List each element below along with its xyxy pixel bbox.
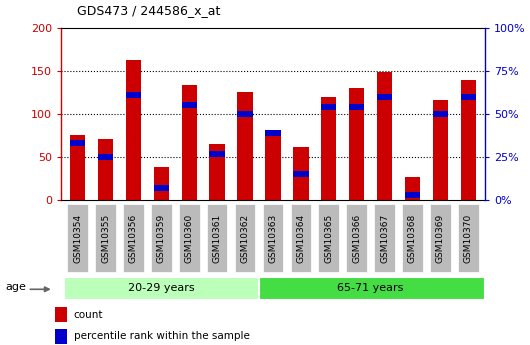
Text: GSM10367: GSM10367 bbox=[380, 214, 389, 263]
Bar bbox=[126, 92, 141, 98]
Bar bbox=[98, 154, 113, 160]
Bar bbox=[55, 307, 67, 322]
Text: GSM10356: GSM10356 bbox=[129, 214, 138, 263]
Text: GSM10355: GSM10355 bbox=[101, 214, 110, 263]
Text: GSM10362: GSM10362 bbox=[241, 214, 250, 263]
Bar bbox=[154, 185, 169, 191]
Bar bbox=[70, 136, 85, 200]
FancyBboxPatch shape bbox=[458, 204, 479, 272]
FancyBboxPatch shape bbox=[374, 204, 395, 272]
FancyBboxPatch shape bbox=[319, 204, 339, 272]
Text: GSM10360: GSM10360 bbox=[185, 214, 194, 263]
Text: GSM10364: GSM10364 bbox=[296, 214, 305, 263]
Bar bbox=[98, 139, 113, 200]
Text: GSM10368: GSM10368 bbox=[408, 214, 417, 263]
FancyBboxPatch shape bbox=[151, 204, 172, 272]
FancyBboxPatch shape bbox=[235, 204, 255, 272]
FancyBboxPatch shape bbox=[67, 204, 88, 272]
Bar bbox=[126, 60, 141, 200]
Text: age: age bbox=[5, 282, 26, 292]
Bar bbox=[405, 192, 420, 198]
FancyBboxPatch shape bbox=[207, 204, 227, 272]
Text: GSM10354: GSM10354 bbox=[73, 214, 82, 263]
Bar bbox=[182, 102, 197, 108]
Text: GSM10363: GSM10363 bbox=[269, 214, 277, 263]
Bar bbox=[432, 111, 448, 117]
Bar bbox=[154, 167, 169, 200]
Bar bbox=[209, 150, 225, 157]
Text: GDS473 / 244586_x_at: GDS473 / 244586_x_at bbox=[77, 4, 220, 17]
Bar bbox=[182, 86, 197, 200]
Bar bbox=[377, 72, 392, 200]
Text: GSM10366: GSM10366 bbox=[352, 214, 361, 263]
Bar bbox=[70, 140, 85, 146]
Bar bbox=[432, 100, 448, 200]
Bar bbox=[349, 88, 364, 200]
FancyBboxPatch shape bbox=[179, 204, 200, 272]
Text: GSM10370: GSM10370 bbox=[464, 214, 473, 263]
Bar bbox=[321, 98, 337, 200]
Bar bbox=[55, 329, 67, 344]
Bar bbox=[237, 92, 253, 200]
Bar bbox=[293, 147, 308, 200]
FancyBboxPatch shape bbox=[346, 204, 367, 272]
Bar bbox=[321, 104, 337, 110]
FancyBboxPatch shape bbox=[290, 204, 311, 272]
Bar bbox=[266, 132, 280, 200]
FancyBboxPatch shape bbox=[259, 277, 484, 299]
Bar bbox=[266, 130, 280, 136]
Bar bbox=[461, 93, 476, 100]
Text: GSM10361: GSM10361 bbox=[213, 214, 222, 263]
Text: 20-29 years: 20-29 years bbox=[128, 283, 195, 293]
Text: percentile rank within the sample: percentile rank within the sample bbox=[74, 332, 250, 341]
Bar bbox=[293, 171, 308, 177]
Bar bbox=[405, 177, 420, 200]
FancyBboxPatch shape bbox=[95, 204, 116, 272]
Bar bbox=[209, 144, 225, 200]
Text: 65-71 years: 65-71 years bbox=[338, 283, 404, 293]
Text: count: count bbox=[74, 310, 103, 319]
FancyBboxPatch shape bbox=[430, 204, 450, 272]
Bar bbox=[461, 80, 476, 200]
Bar bbox=[237, 111, 253, 117]
FancyBboxPatch shape bbox=[263, 204, 283, 272]
Text: GSM10369: GSM10369 bbox=[436, 214, 445, 263]
Bar bbox=[349, 104, 364, 110]
FancyBboxPatch shape bbox=[402, 204, 423, 272]
Bar bbox=[377, 93, 392, 100]
Text: GSM10359: GSM10359 bbox=[157, 214, 166, 263]
FancyBboxPatch shape bbox=[64, 277, 259, 299]
Text: GSM10365: GSM10365 bbox=[324, 214, 333, 263]
FancyBboxPatch shape bbox=[123, 204, 144, 272]
